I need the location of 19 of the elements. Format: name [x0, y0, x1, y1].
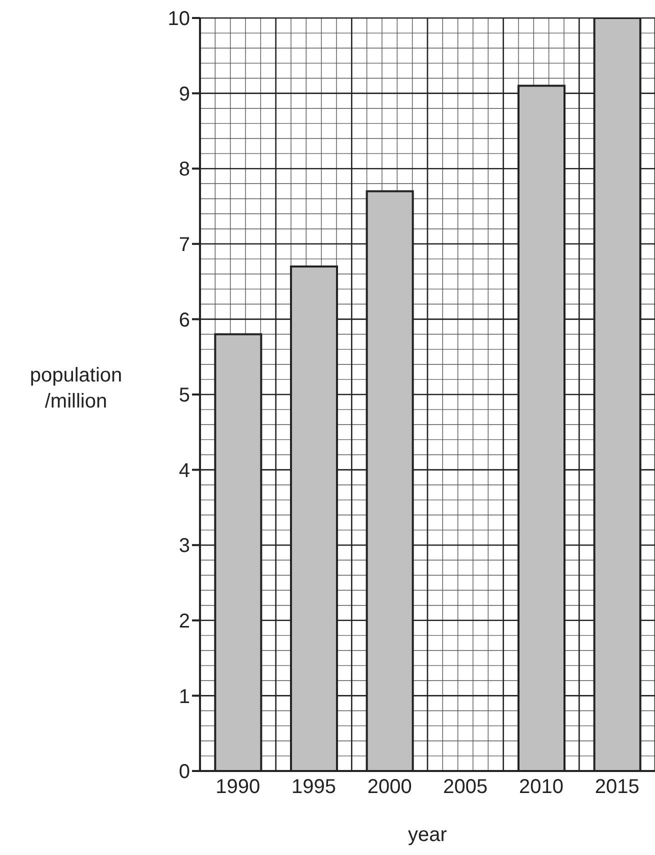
y-tick-label: 1	[178, 686, 190, 708]
x-tick-label: 2015	[594, 776, 640, 798]
y-tick-label: 8	[178, 158, 190, 181]
y-tick-label: 6	[178, 309, 190, 332]
x-axis-title: year	[408, 824, 448, 846]
y-axis-title: population /million	[30, 364, 122, 412]
y-tick-label: 0	[178, 761, 190, 784]
y-tick-label: 5	[178, 384, 190, 407]
x-tick-label: 2010	[519, 776, 564, 798]
y-tick-label: 2	[178, 610, 190, 632]
y-tick-label: 3	[178, 535, 190, 558]
y-tick-label: 9	[178, 83, 190, 106]
y-tick-label: 7	[178, 234, 190, 256]
x-tick-label: 2000	[367, 776, 412, 798]
y-tick-label: 4	[178, 460, 190, 482]
x-tick-label: 2005	[443, 776, 488, 798]
x-tick-label: 1995	[292, 776, 336, 798]
x-tick-label: 1990	[216, 776, 260, 798]
y-tick-label: 10	[168, 8, 190, 30]
